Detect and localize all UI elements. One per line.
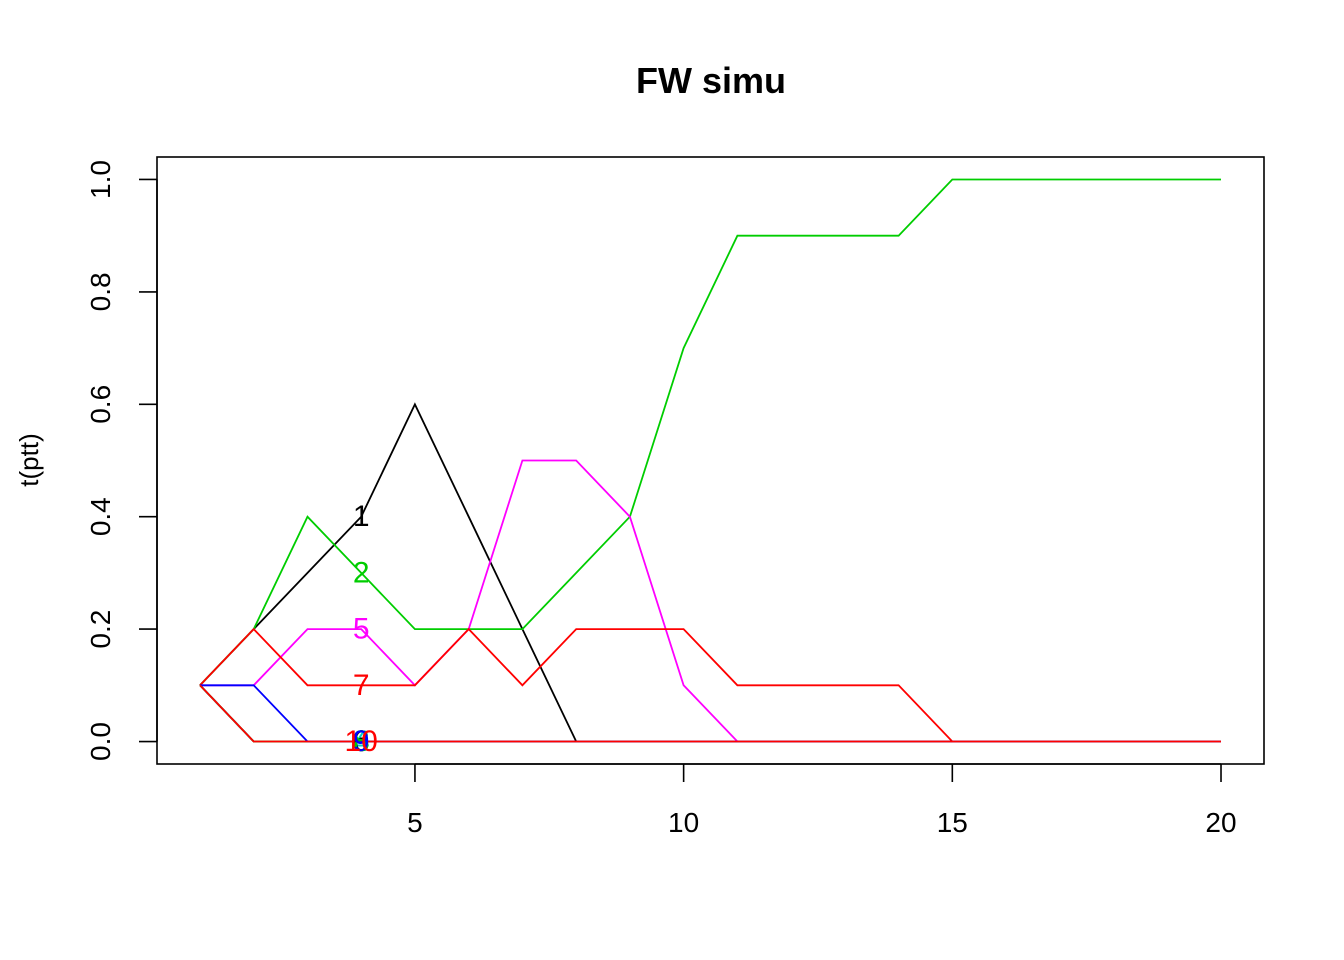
x-tick-label: 15	[937, 807, 968, 838]
series-label-2: 2	[353, 556, 370, 589]
y-axis-label: t(ptt)	[14, 433, 44, 486]
series-line-10	[199, 684, 1221, 743]
y-tick-label: 0.8	[85, 272, 116, 311]
series-label-8: 8	[353, 725, 370, 758]
y-tick-label: 1.0	[85, 160, 116, 199]
chart-title: FW simu	[636, 60, 786, 101]
series-label-3: 3	[353, 725, 370, 758]
y-tick-label: 0.4	[85, 497, 116, 536]
series-label-7: 7	[353, 669, 370, 702]
series-label-6: 6	[353, 725, 370, 758]
series-label-4: 4	[353, 725, 370, 758]
series-layer	[199, 178, 1221, 743]
y-tick-label: 0.6	[85, 385, 116, 424]
series-label-5: 5	[353, 613, 370, 646]
series-label-10: 10	[345, 725, 378, 758]
series-label-9: 9	[353, 725, 370, 758]
x-axis: 5 10 15 20	[407, 763, 1237, 838]
x-tick-label: 5	[407, 807, 423, 838]
x-tick-label: 10	[668, 807, 699, 838]
plot-frame	[156, 156, 1265, 765]
series-label-1: 1	[353, 500, 370, 533]
y-tick-label: 0.2	[85, 610, 116, 649]
y-tick-label: 0.0	[85, 722, 116, 761]
series-line-2	[199, 178, 1221, 686]
y-axis: 0.0 0.2 0.4 0.6 0.8 1.0	[85, 160, 158, 761]
x-tick-label: 20	[1205, 807, 1236, 838]
